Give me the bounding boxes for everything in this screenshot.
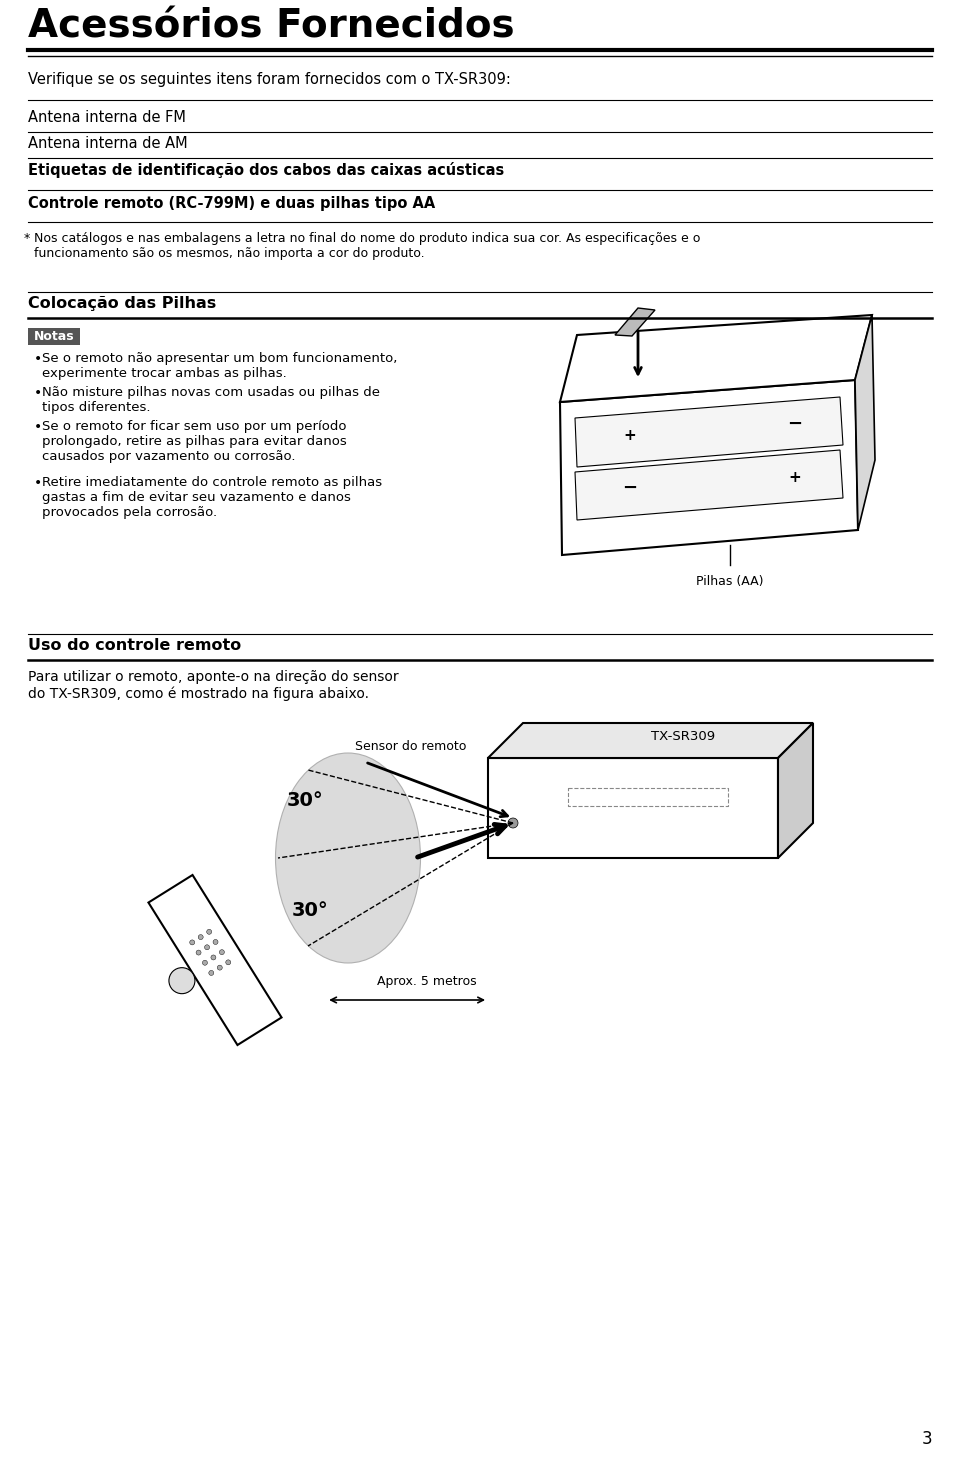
Circle shape: [220, 949, 225, 955]
Text: Aprox. 5 metros: Aprox. 5 metros: [377, 975, 477, 988]
Circle shape: [213, 939, 218, 945]
Polygon shape: [560, 315, 872, 402]
Text: Uso do controle remoto: Uso do controle remoto: [28, 638, 241, 653]
Text: 30°: 30°: [287, 790, 324, 809]
Text: Sensor do remoto: Sensor do remoto: [355, 740, 467, 753]
Text: Controle remoto (RC-799M) e duas pilhas tipo AA: Controle remoto (RC-799M) e duas pilhas …: [28, 196, 435, 212]
Text: •: •: [34, 476, 42, 491]
Circle shape: [226, 959, 230, 965]
Text: Se o remoto não apresentar um bom funcionamento,
experimente trocar ambas as pil: Se o remoto não apresentar um bom funcio…: [42, 352, 397, 380]
Polygon shape: [855, 315, 875, 530]
Polygon shape: [575, 450, 843, 520]
Text: Antena interna de FM: Antena interna de FM: [28, 110, 186, 126]
Polygon shape: [488, 758, 778, 858]
Text: Antena interna de AM: Antena interna de AM: [28, 136, 187, 150]
Text: •: •: [34, 420, 42, 434]
Text: Etiquetas de identificação dos cabos das caixas acústicas: Etiquetas de identificação dos cabos das…: [28, 162, 504, 178]
Text: Se o remoto for ficar sem uso por um período
prolongado, retire as pilhas para e: Se o remoto for ficar sem uso por um per…: [42, 420, 347, 463]
Ellipse shape: [276, 753, 420, 964]
Text: 30°: 30°: [292, 901, 328, 920]
Circle shape: [508, 818, 518, 828]
Text: Nos catálogos e nas embalagens a letra no final do nome do produto indica sua co: Nos catálogos e nas embalagens a letra n…: [34, 232, 701, 260]
Polygon shape: [575, 397, 843, 467]
Text: Retire imediatamente do controle remoto as pilhas
gastas a fim de evitar seu vaz: Retire imediatamente do controle remoto …: [42, 476, 382, 518]
Polygon shape: [778, 723, 813, 858]
Circle shape: [169, 968, 195, 994]
Text: Não misture pilhas novas com usadas ou pilhas de
tipos diferentes.: Não misture pilhas novas com usadas ou p…: [42, 385, 380, 415]
Circle shape: [196, 950, 201, 955]
Bar: [28, 328, 80, 345]
Text: −: −: [787, 415, 803, 434]
Text: Colocação das Pilhas: Colocação das Pilhas: [28, 296, 216, 311]
Polygon shape: [488, 723, 813, 758]
Text: Acessórios Fornecidos: Acessórios Fornecidos: [28, 7, 515, 47]
Polygon shape: [615, 308, 655, 336]
Text: Pilhas (AA): Pilhas (AA): [696, 575, 764, 588]
Text: •: •: [34, 385, 42, 400]
Text: −: −: [622, 479, 637, 496]
Text: Para utilizar o remoto, aponte-o na direção do sensor
do TX-SR309, como é mostra: Para utilizar o remoto, aponte-o na dire…: [28, 670, 398, 701]
Circle shape: [206, 930, 211, 934]
Circle shape: [190, 940, 195, 945]
Circle shape: [204, 945, 209, 950]
Circle shape: [217, 965, 223, 969]
Text: •: •: [34, 352, 42, 366]
Polygon shape: [560, 380, 858, 555]
Polygon shape: [149, 875, 281, 1045]
Text: Verifique se os seguintes itens foram fornecidos com o TX-SR309:: Verifique se os seguintes itens foram fo…: [28, 72, 511, 88]
Circle shape: [198, 934, 204, 940]
Circle shape: [203, 961, 207, 965]
Text: *: *: [24, 232, 31, 245]
Circle shape: [208, 971, 214, 975]
Text: 3: 3: [922, 1429, 932, 1448]
Text: +: +: [788, 470, 802, 485]
Text: +: +: [624, 428, 636, 442]
Circle shape: [211, 955, 216, 961]
Text: TX-SR309: TX-SR309: [651, 730, 715, 743]
Text: Notas: Notas: [34, 330, 74, 343]
